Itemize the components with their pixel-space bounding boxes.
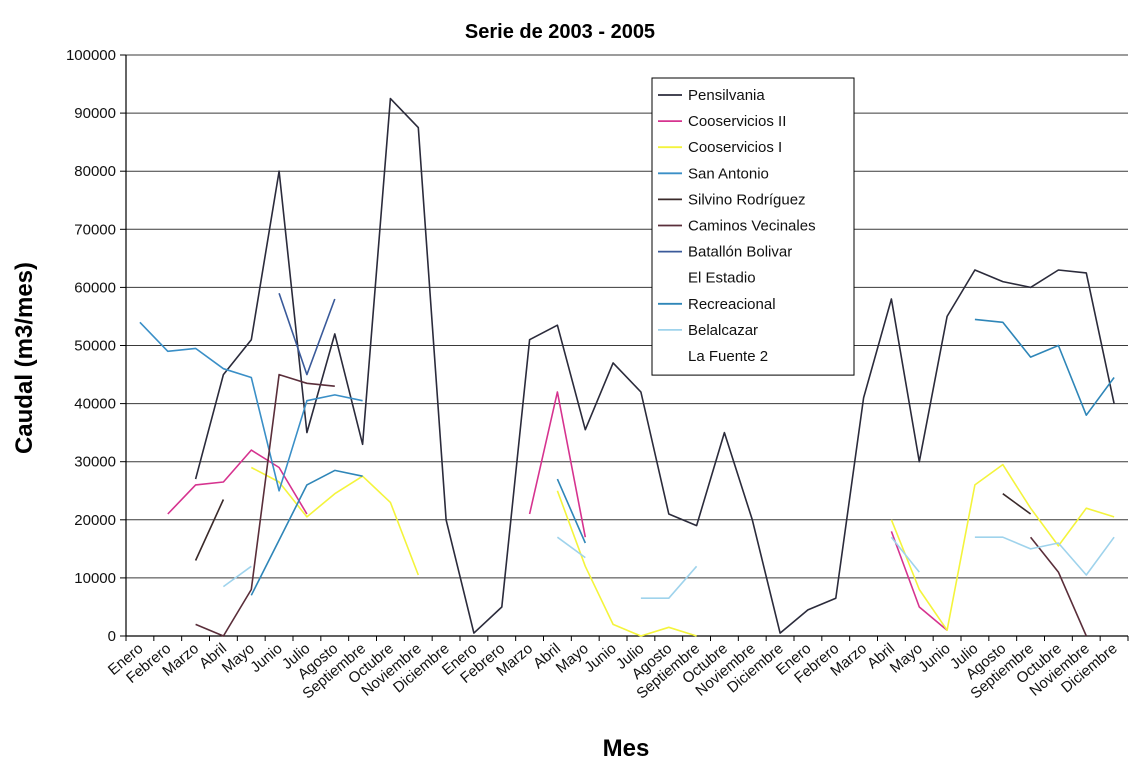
x-axis-label: Mes [603,735,650,761]
legend-label: Recreacional [688,296,776,313]
chart-title: Serie de 2003 - 2005 [465,21,655,43]
series-2 [250,463,1115,637]
series-layer [140,97,1115,637]
y-tick-label: 40000 [74,396,116,413]
y-tick-label: 50000 [74,338,116,355]
y-tick-label: 0 [108,628,116,645]
legend-label: La Fuente 2 [688,348,768,365]
y-axis-label: Caudal (m3/mes) [11,262,38,454]
axes-layer: 0 10000 20000 30000 40000 50000 60000 70000 8000… [66,47,1129,702]
legend: Pensilvania Cooservicios II Cooservicios I… [651,77,855,376]
y-tick-label: 70000 [74,221,116,238]
legend-label: Cooservicios II [688,113,786,130]
y-tick-label: 30000 [74,454,116,471]
series-line [167,391,948,631]
y-tick-label: 100000 [66,47,116,64]
series-line [250,318,1115,596]
series-line [195,373,1088,637]
legend-label: Cooservicios I [688,139,782,156]
legend-label: Belalcazar [688,322,758,339]
y-tick-label: 80000 [74,163,116,180]
series-1 [167,391,948,631]
series-line [194,493,1032,561]
series-0 [194,97,1115,634]
series-9 [222,536,1115,599]
y-tick-label: 20000 [74,512,116,529]
series-5 [195,373,1088,637]
y-tick-label: 60000 [74,279,116,296]
series-line [194,97,1115,634]
series-4 [194,493,1032,561]
y-tick-label: 90000 [74,105,116,122]
legend-label: Pensilvania [688,87,765,104]
legend-label: El Estadio [688,270,756,287]
series-line [222,536,1115,599]
series-line [250,463,1115,637]
y-tick-label: 10000 [74,570,116,587]
legend-label: Caminos Vecinales [688,218,816,235]
legend-label: Silvino Rodríguez [688,191,806,208]
legend-box [651,77,855,376]
grid-layer [126,54,1128,579]
series-8 [250,318,1115,596]
legend-label: Batallón Bolivar [688,244,792,261]
legend-label: San Antonio [688,165,769,182]
